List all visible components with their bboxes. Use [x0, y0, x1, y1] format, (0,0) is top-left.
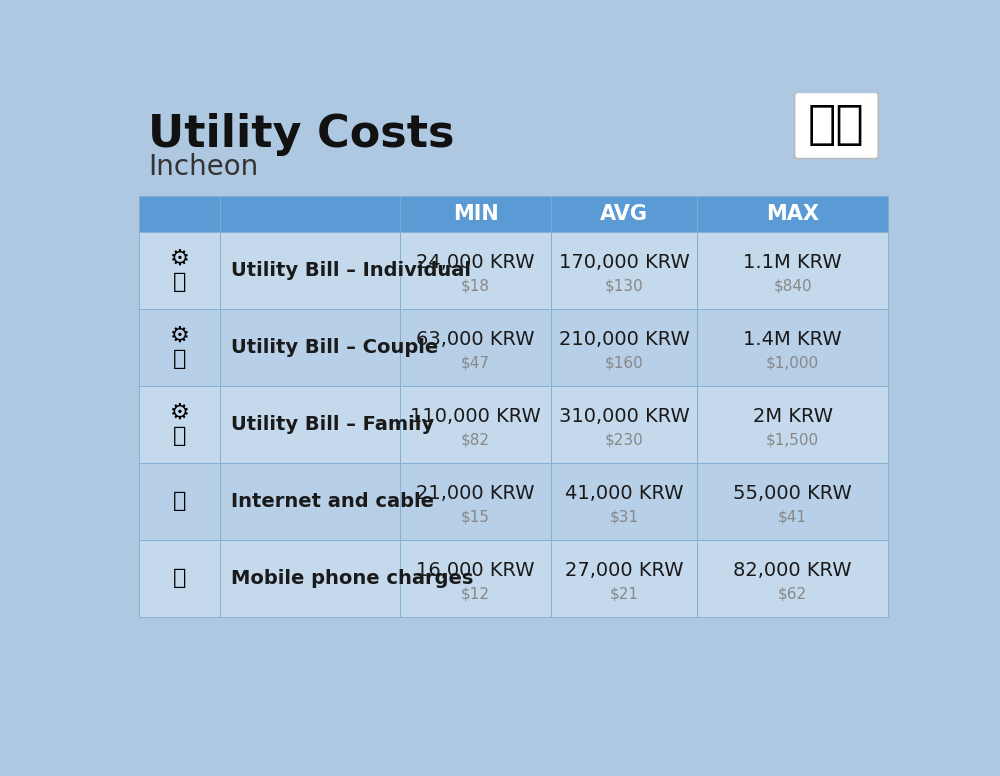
- Text: 210,000 KRW: 210,000 KRW: [559, 330, 689, 349]
- Text: 📶: 📶: [173, 491, 186, 511]
- FancyBboxPatch shape: [400, 540, 551, 617]
- Text: $230: $230: [605, 432, 643, 447]
- FancyBboxPatch shape: [139, 462, 220, 540]
- FancyBboxPatch shape: [551, 309, 697, 386]
- Text: 2M KRW: 2M KRW: [753, 407, 833, 426]
- FancyBboxPatch shape: [220, 540, 400, 617]
- FancyBboxPatch shape: [551, 540, 697, 617]
- Text: 27,000 KRW: 27,000 KRW: [565, 561, 683, 580]
- FancyBboxPatch shape: [220, 462, 400, 540]
- FancyBboxPatch shape: [220, 232, 400, 309]
- FancyBboxPatch shape: [220, 196, 400, 232]
- FancyBboxPatch shape: [400, 386, 551, 462]
- Text: 1.1M KRW: 1.1M KRW: [743, 253, 842, 272]
- FancyBboxPatch shape: [139, 309, 220, 386]
- Text: 1.4M KRW: 1.4M KRW: [743, 330, 842, 349]
- Text: $1,000: $1,000: [766, 355, 819, 370]
- Text: 21,000 KRW: 21,000 KRW: [416, 484, 535, 503]
- Text: $130: $130: [605, 278, 643, 293]
- Text: $41: $41: [778, 509, 807, 524]
- Text: 41,000 KRW: 41,000 KRW: [565, 484, 683, 503]
- FancyBboxPatch shape: [551, 462, 697, 540]
- FancyBboxPatch shape: [697, 386, 888, 462]
- FancyBboxPatch shape: [697, 196, 888, 232]
- Text: 170,000 KRW: 170,000 KRW: [559, 253, 689, 272]
- Text: Internet and cable: Internet and cable: [231, 492, 434, 511]
- FancyBboxPatch shape: [551, 386, 697, 462]
- FancyBboxPatch shape: [220, 386, 400, 462]
- Text: MAX: MAX: [766, 204, 819, 224]
- Text: 📱: 📱: [173, 568, 186, 588]
- Text: 310,000 KRW: 310,000 KRW: [559, 407, 689, 426]
- FancyBboxPatch shape: [139, 196, 220, 232]
- Text: ⚙️
👥: ⚙️ 👥: [170, 248, 190, 292]
- FancyBboxPatch shape: [139, 232, 220, 309]
- Text: ⚙️
👪: ⚙️ 👪: [170, 403, 190, 446]
- Text: $18: $18: [461, 278, 490, 293]
- Text: 63,000 KRW: 63,000 KRW: [416, 330, 535, 349]
- Text: 🇰🇷: 🇰🇷: [808, 102, 865, 147]
- Text: $21: $21: [610, 586, 639, 601]
- FancyBboxPatch shape: [139, 540, 220, 617]
- Text: 55,000 KRW: 55,000 KRW: [733, 484, 852, 503]
- Text: Mobile phone charges: Mobile phone charges: [231, 569, 474, 587]
- FancyBboxPatch shape: [551, 196, 697, 232]
- FancyBboxPatch shape: [400, 232, 551, 309]
- FancyBboxPatch shape: [400, 309, 551, 386]
- Text: Utility Bill – Couple: Utility Bill – Couple: [231, 338, 438, 357]
- Text: 24,000 KRW: 24,000 KRW: [416, 253, 535, 272]
- Text: Utility Costs: Utility Costs: [148, 113, 455, 156]
- FancyBboxPatch shape: [220, 309, 400, 386]
- Text: Utility Bill – Family: Utility Bill – Family: [231, 414, 434, 434]
- Text: $62: $62: [778, 586, 807, 601]
- Text: Incheon: Incheon: [148, 153, 258, 181]
- Text: ⚙️
👫: ⚙️ 👫: [170, 326, 190, 369]
- FancyBboxPatch shape: [697, 462, 888, 540]
- FancyBboxPatch shape: [795, 92, 878, 158]
- FancyBboxPatch shape: [400, 196, 551, 232]
- Text: $12: $12: [461, 586, 490, 601]
- Text: Utility Bill – Individual: Utility Bill – Individual: [231, 261, 471, 279]
- Text: 16,000 KRW: 16,000 KRW: [416, 561, 535, 580]
- FancyBboxPatch shape: [400, 462, 551, 540]
- Text: $160: $160: [605, 355, 643, 370]
- Text: 82,000 KRW: 82,000 KRW: [733, 561, 852, 580]
- FancyBboxPatch shape: [697, 540, 888, 617]
- Text: AVG: AVG: [600, 204, 648, 224]
- Text: $47: $47: [461, 355, 490, 370]
- Text: $31: $31: [610, 509, 639, 524]
- FancyBboxPatch shape: [139, 386, 220, 462]
- Text: $1,500: $1,500: [766, 432, 819, 447]
- Text: MIN: MIN: [453, 204, 499, 224]
- FancyBboxPatch shape: [551, 232, 697, 309]
- Text: $82: $82: [461, 432, 490, 447]
- Text: $15: $15: [461, 509, 490, 524]
- FancyBboxPatch shape: [697, 232, 888, 309]
- Text: $840: $840: [773, 278, 812, 293]
- Text: 110,000 KRW: 110,000 KRW: [410, 407, 541, 426]
- FancyBboxPatch shape: [697, 309, 888, 386]
